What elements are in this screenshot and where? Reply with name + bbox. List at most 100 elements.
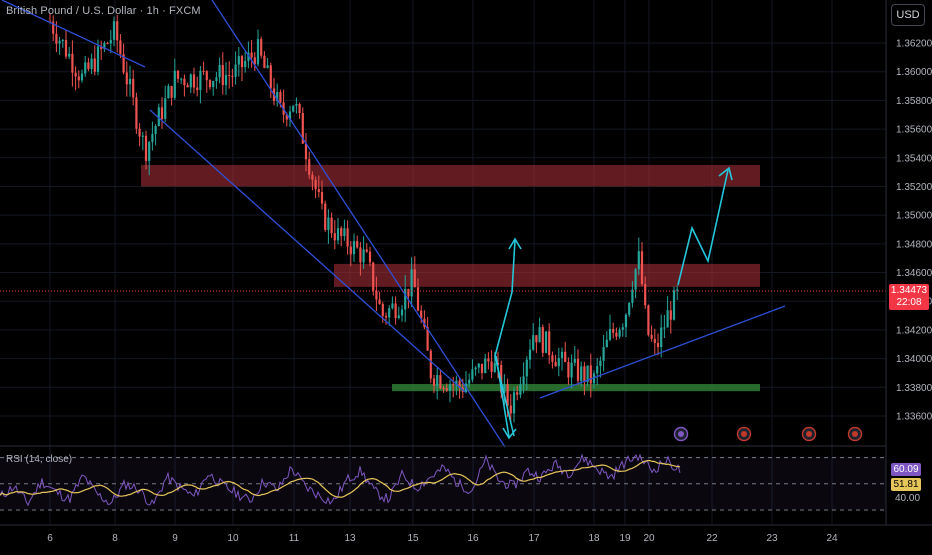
candle-body (506, 384, 509, 406)
candle-body (436, 375, 439, 386)
candle-body (71, 53, 74, 73)
candle-body (154, 126, 157, 135)
candle-body (122, 54, 125, 73)
time-tick-label: 11 (289, 533, 300, 544)
candle-body (221, 65, 224, 86)
candle-body (397, 315, 400, 318)
candle-body (368, 251, 372, 263)
candle-body (128, 78, 132, 85)
rsi-label[interactable]: RSI (14, close) (6, 454, 73, 465)
candle-body (602, 347, 605, 361)
candle-body (228, 75, 231, 77)
candle-body (157, 107, 160, 127)
candle-body (269, 65, 272, 89)
candle-body (132, 78, 135, 98)
candle-body (244, 60, 247, 68)
candle-body (471, 369, 474, 380)
time-tick-label: 16 (467, 533, 479, 544)
time-tick-label: 10 (227, 533, 239, 544)
candle-body (231, 75, 234, 77)
candle-body (138, 128, 141, 137)
candle-body (503, 384, 506, 393)
candle-body (349, 246, 352, 255)
candle-body (432, 378, 436, 386)
event-icon-dot-2 (806, 431, 812, 437)
candle-body (298, 103, 301, 114)
candle-body (468, 379, 471, 384)
candle-body (288, 111, 292, 120)
candle-body (480, 363, 484, 374)
candle-body (218, 65, 221, 78)
candle-body (183, 78, 186, 86)
current-price-value: 1.34473 (890, 285, 928, 296)
symbol-title[interactable]: British Pound / U.S. Dollar · 1h · FXCM (6, 5, 201, 17)
current-price-tag: 1.34473 22:08 (889, 284, 929, 310)
candle-body (640, 251, 644, 285)
candle-body (477, 363, 480, 368)
candle-body (384, 315, 388, 318)
rsi-pane (0, 453, 886, 511)
candle-body (109, 39, 112, 44)
event-icon-dot-1 (741, 431, 747, 437)
candle-body (394, 303, 397, 318)
time-tick-label: 22 (706, 533, 718, 544)
candle-body (666, 310, 669, 328)
candle-body (148, 142, 151, 161)
candle-body (215, 77, 218, 82)
candle-body (330, 217, 333, 234)
candle-body (314, 179, 317, 190)
candle-body (676, 289, 679, 291)
candle-body (311, 174, 314, 180)
candle-body (317, 189, 320, 193)
candle-body (135, 97, 138, 129)
candle-body (253, 57, 256, 65)
candle-body (420, 310, 423, 319)
candle-body (196, 87, 199, 90)
candle-body (362, 249, 365, 263)
candle-body (455, 380, 458, 385)
candle-body (388, 308, 391, 318)
price-tick-label: 1.33800 (896, 383, 932, 394)
candle-body (378, 299, 381, 305)
candle-body (346, 228, 349, 247)
candle-body (250, 52, 253, 58)
candle-body (631, 289, 634, 304)
candle-body (208, 80, 212, 88)
candle-body (573, 358, 576, 363)
candle-body (410, 269, 413, 297)
candle-body (237, 56, 240, 65)
candle-body (84, 62, 87, 74)
projection-head (718, 166, 733, 181)
candle-body (112, 21, 116, 40)
candle-body (263, 55, 266, 68)
candle-body (324, 203, 327, 230)
candle-body (343, 228, 346, 237)
candle-body (596, 365, 599, 374)
time-tick-label: 9 (172, 533, 178, 544)
candle-body (589, 365, 592, 384)
candle-body (352, 241, 356, 255)
candle-body (247, 52, 250, 61)
candle-body (103, 43, 106, 49)
currency-button[interactable]: USD (891, 4, 925, 26)
candle-body (260, 39, 263, 56)
time-tick-label: 23 (766, 533, 778, 544)
candle-body (199, 70, 202, 90)
candle-body (544, 331, 548, 353)
candle-body (647, 305, 650, 335)
price-tick-label: 1.36000 (896, 67, 932, 78)
channel-upper-line (211, 0, 506, 448)
projection-path (677, 169, 729, 286)
time-tick-label: 24 (826, 533, 838, 544)
time-axis[interactable]: 6 8 9 10 11 13 15 16 17 18 19 20 22 23 24 (47, 533, 838, 544)
candle-body (621, 327, 624, 330)
candle-body (292, 105, 295, 112)
candle-body (426, 327, 429, 351)
candle-body (336, 228, 340, 241)
candle-body (608, 328, 612, 340)
candle-body (240, 56, 244, 68)
candle-body (327, 217, 330, 230)
candle-body (192, 74, 196, 88)
